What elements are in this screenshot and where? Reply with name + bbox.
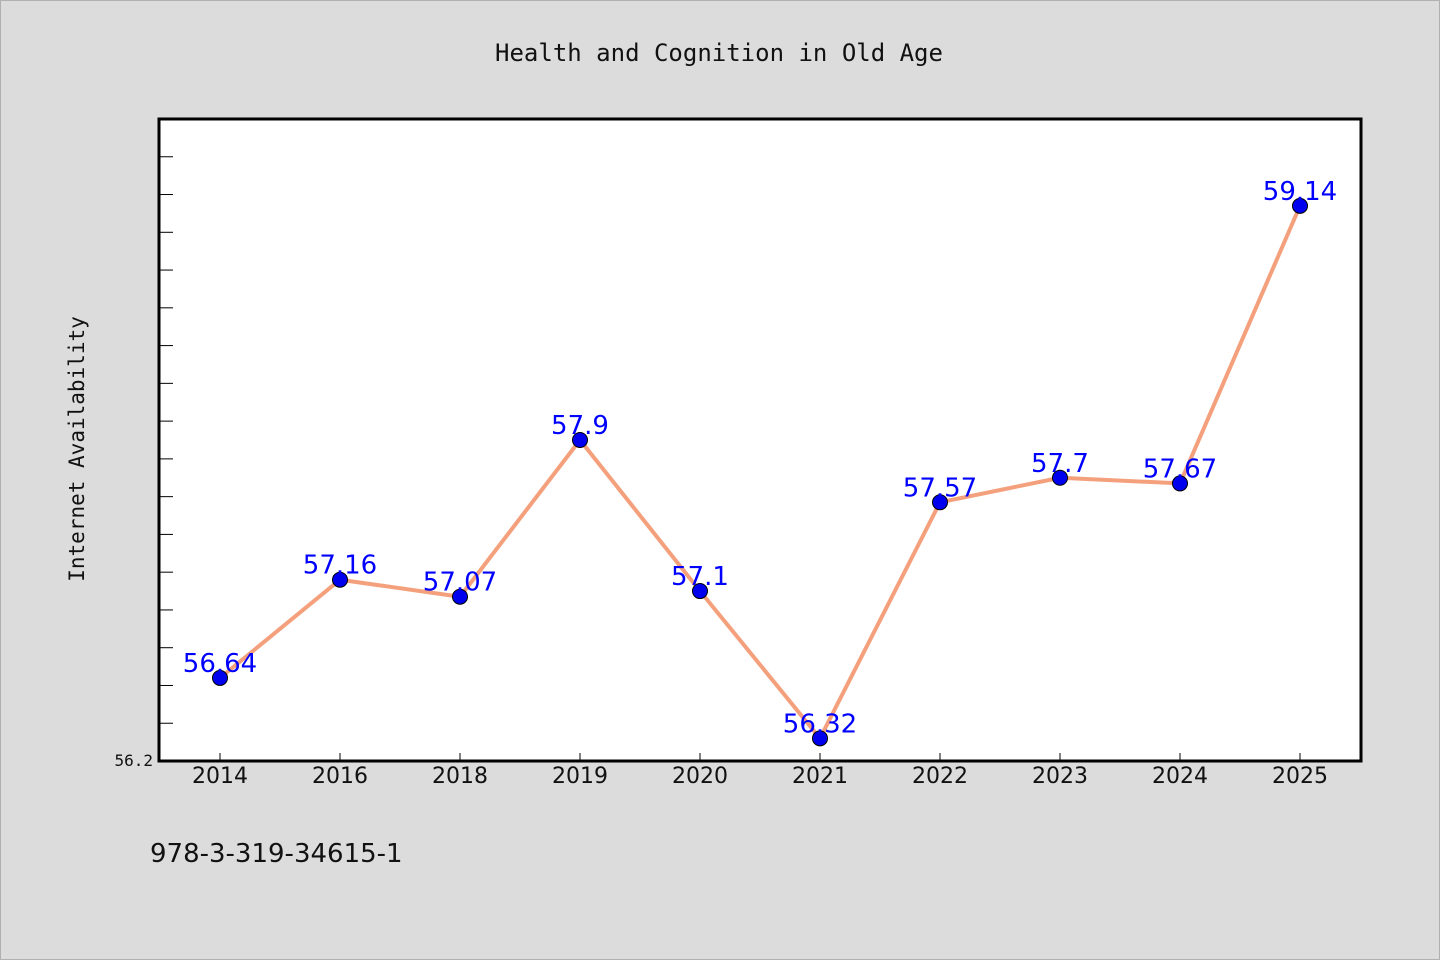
data-label: 59.14 <box>1263 177 1337 207</box>
data-point <box>572 432 588 448</box>
x-tick-label: 2021 <box>792 764 848 789</box>
series-line <box>218 205 1302 741</box>
data-point <box>692 583 708 600</box>
series-line-group <box>218 205 1302 741</box>
data-label: 56.32 <box>783 709 857 739</box>
data-markers <box>212 197 1308 747</box>
x-tick-label: 2014 <box>192 764 248 789</box>
data-point <box>212 669 228 686</box>
x-tick-label: 2016 <box>312 764 368 789</box>
x-axis-ticks: 2014 2016 2018 2019 2020 2021 2022 2023 2024 2025 <box>192 753 1328 789</box>
x-tick-label: 2020 <box>672 764 728 789</box>
x-tick-label: 2022 <box>912 764 968 789</box>
data-label: 57.67 <box>1143 454 1217 484</box>
data-label: 56.64 <box>183 649 257 679</box>
plot-area <box>157 117 1363 763</box>
y-axis-label: Internet Availability <box>65 316 89 582</box>
y-axis-ticks: 56.2 <box>114 156 173 770</box>
x-tick-label: 2018 <box>432 764 488 789</box>
x-tick-label: 2019 <box>552 764 608 789</box>
data-label: 57.16 <box>303 551 377 581</box>
data-label: 57.57 <box>903 473 977 503</box>
data-point <box>1052 469 1068 486</box>
data-point <box>1172 475 1188 492</box>
data-point <box>1292 197 1308 214</box>
data-point <box>812 730 828 747</box>
data-label: 57.7 <box>1031 449 1089 479</box>
data-point <box>932 494 948 511</box>
footnote: 978-3-319-34615-1 <box>150 839 403 869</box>
data-point <box>332 571 348 588</box>
data-value-labels: 56.64 57.16 57.07 57.9 57.1 56.32 57.57 57.7 57.… <box>183 177 1337 739</box>
data-label: 57.9 <box>551 411 609 441</box>
y-tick-label: 56.2 <box>114 751 153 770</box>
data-point <box>452 588 468 605</box>
x-tick-label: 2023 <box>1032 764 1088 789</box>
data-label: 57.07 <box>423 568 497 598</box>
x-tick-label: 2025 <box>1272 764 1328 789</box>
x-tick-label: 2024 <box>1152 764 1208 789</box>
chart-title: Health and Cognition in Old Age <box>495 39 943 67</box>
data-label: 57.1 <box>671 562 729 592</box>
